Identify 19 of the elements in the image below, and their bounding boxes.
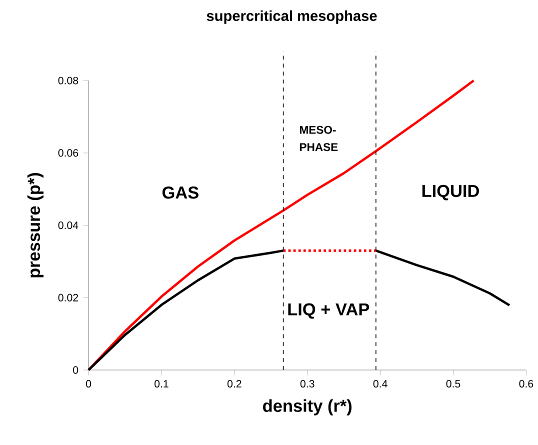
y-axis-title: pressure (p*) [27, 173, 44, 278]
y-tick-label: 0.06 [58, 149, 78, 157]
x-tick-label: 0.2 [227, 380, 242, 388]
x-tick-label: 0.1 [154, 380, 168, 388]
x-tick-label: 0.5 [446, 380, 460, 388]
x-tick-label: 0.4 [373, 380, 388, 388]
x-tick-label: 0 [86, 380, 92, 388]
chart-title: supercritical mesophase [206, 10, 377, 24]
annotation: LIQUID [422, 185, 479, 200]
y-tick-label: 0 [73, 366, 78, 374]
x-axis-title: density (r*) [263, 399, 352, 416]
x-tick-label: 0.6 [519, 380, 534, 388]
y-tick-label: 0.04 [58, 222, 78, 230]
y-tick-label: 0.08 [58, 76, 78, 84]
annotation: GAS [162, 186, 198, 199]
y-tick-label: 0.02 [58, 294, 78, 302]
annotation: LIQ + VAP [288, 303, 370, 319]
x-tick-label: 0.3 [300, 380, 314, 388]
annotation: MESO- PHASE [300, 126, 338, 152]
